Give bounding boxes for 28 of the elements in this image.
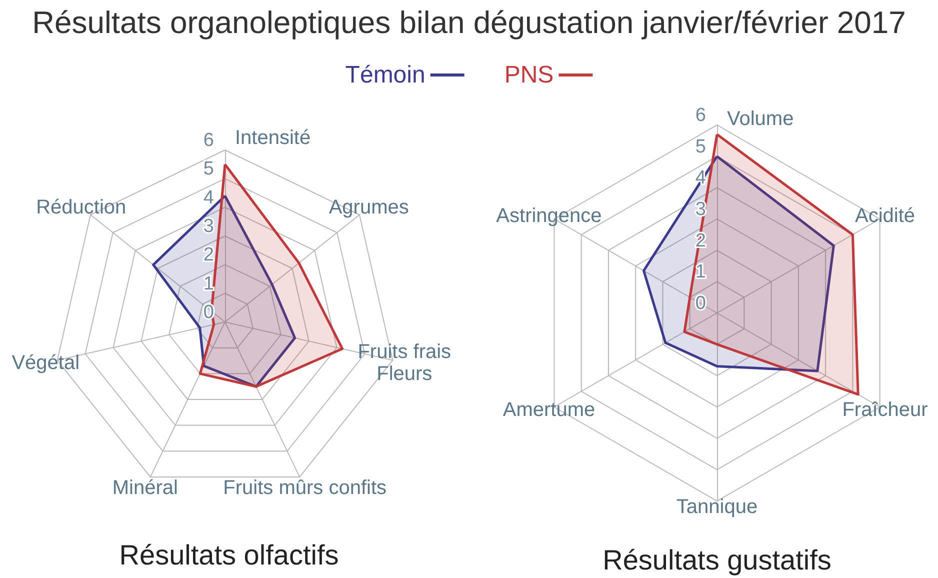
spoke-label: Réduction	[36, 196, 126, 218]
text: Résultats olfactifs	[119, 540, 339, 570]
spoke-label: Tannique	[676, 496, 758, 518]
spoke-label: Fruits mûrs confits	[223, 476, 387, 499]
y-tick-label: 6	[203, 130, 214, 151]
y-tick-label: 2	[203, 244, 214, 266]
spoke-label: Astringence	[496, 205, 602, 227]
spoke-label: Fruits frais Fleurs	[358, 340, 452, 385]
y-tick-label: 1	[203, 273, 214, 294]
y-tick-label: 4	[203, 187, 214, 208]
legend-label: Témoin	[345, 62, 426, 88]
y-tick-label: 5	[203, 158, 214, 180]
legend-label: PNS	[504, 62, 554, 88]
spoke-label: Volume	[727, 108, 794, 130]
spoke-label: Acidité	[854, 205, 916, 227]
y-tick-label: 0	[695, 293, 706, 314]
y-tick-label: 1	[695, 262, 706, 283]
y-tick-label: 6	[695, 105, 706, 126]
spoke-label: Minéral	[112, 476, 178, 499]
spoke-label: Intensité	[235, 127, 311, 149]
spoke-label: Agrumes	[328, 196, 409, 218]
spoke-label: Amertume	[502, 399, 596, 421]
spoke-label: Végétal	[12, 352, 80, 374]
text: Résultats gustatifs	[602, 544, 832, 576]
y-tick-label: 3	[203, 216, 214, 237]
y-tick-label: 5	[695, 136, 706, 158]
spoke-label: Fraîcheur	[842, 399, 928, 421]
chart-title: Résultats organoleptiques bilan dégustation janvier/février 2017	[32, 5, 906, 40]
